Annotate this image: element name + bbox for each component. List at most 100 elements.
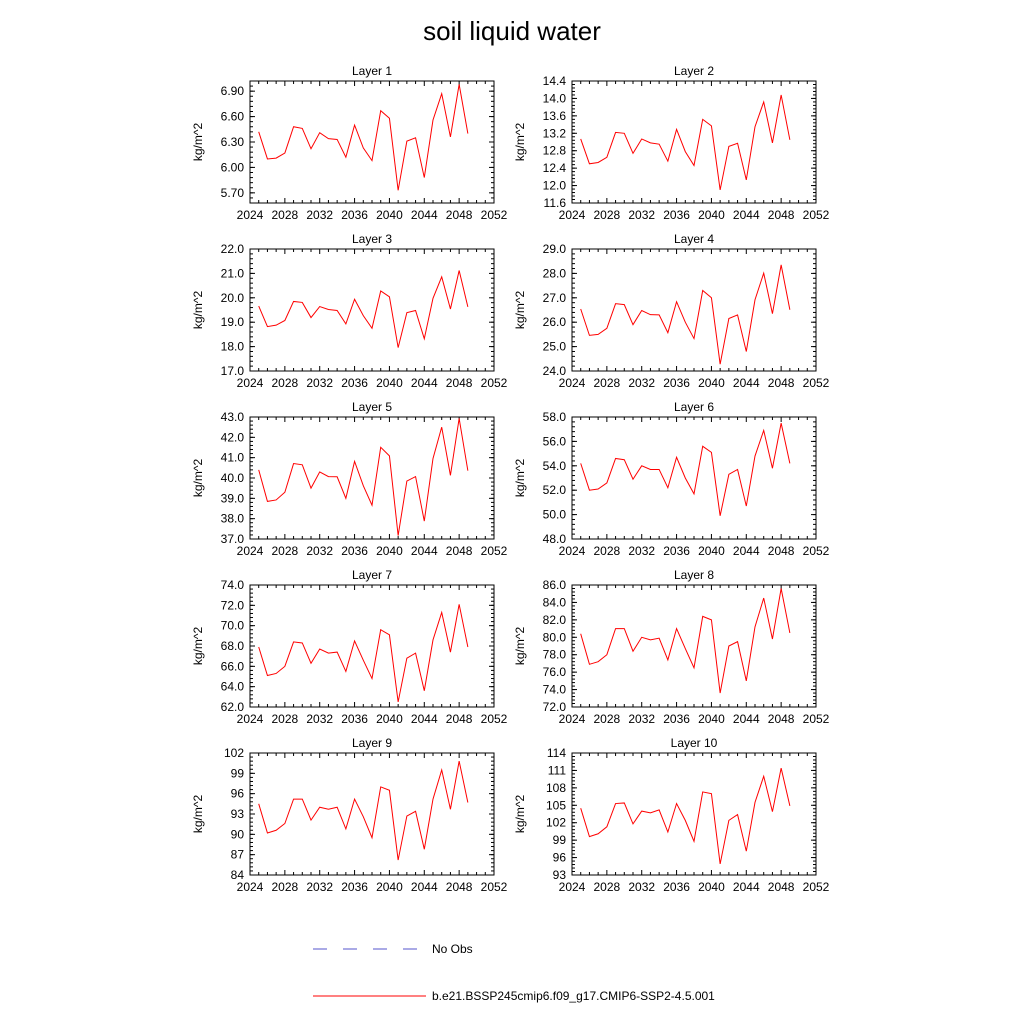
x-tick-label: 2024: [559, 712, 586, 726]
panel-layer-9: Layer 9 2024 2028 2032 2036 2040 2044 2048 2052 8…: [191, 736, 508, 894]
y-axis-label: kg/m^2: [513, 627, 527, 666]
series-line-layer-5: [258, 418, 469, 536]
x-tick-label: 2048: [446, 376, 473, 390]
x-tick-label: 2024: [559, 544, 586, 558]
y-tick-label: 93: [553, 868, 567, 882]
y-tick-label: 12.0: [543, 179, 567, 193]
series-line-layer-9: [258, 761, 469, 861]
panel-layer-3: Layer 3 2024 2028 2032 2036 2040 2044 2048 2052 1…: [191, 232, 508, 390]
x-tick-label: 2052: [481, 544, 508, 558]
x-tick-label: 2032: [306, 376, 333, 390]
y-tick-label: 62.0: [221, 700, 245, 714]
y-tick-label: 50.0: [543, 508, 567, 522]
y-tick-label: 25.0: [543, 340, 567, 354]
panel-title: Layer 1: [352, 64, 392, 78]
x-tick-label: 2032: [628, 880, 655, 894]
y-tick-label: 114: [547, 746, 566, 760]
x-tick-label: 2032: [306, 712, 333, 726]
y-axis-label: kg/m^2: [513, 291, 527, 330]
x-tick-label: 2036: [663, 880, 690, 894]
x-tick-label: 2044: [411, 208, 438, 222]
x-tick-label: 2040: [376, 712, 403, 726]
panel-title: Layer 2: [674, 64, 714, 78]
x-tick-label: 2036: [341, 880, 368, 894]
y-tick-label: 6.90: [221, 84, 245, 98]
x-tick-label: 2052: [481, 712, 508, 726]
series-line-layer-7: [258, 604, 469, 703]
y-tick-label: 14.0: [543, 91, 567, 105]
x-tick-label: 2028: [594, 376, 621, 390]
y-tick-label: 76.0: [543, 665, 567, 679]
x-tick-label: 2024: [559, 880, 586, 894]
x-tick-label: 2036: [341, 544, 368, 558]
x-tick-label: 2036: [341, 208, 368, 222]
x-tick-label: 2028: [594, 544, 621, 558]
panel-layer-8: Layer 8 2024 2028 2032 2036 2040 2044 2048 2052 7…: [513, 568, 830, 726]
panel-title: Layer 10: [671, 736, 718, 750]
x-tick-label: 2028: [272, 712, 299, 726]
x-tick-label: 2032: [306, 880, 333, 894]
x-tick-label: 2036: [663, 544, 690, 558]
x-tick-label: 2028: [272, 880, 299, 894]
y-tick-label: 99: [553, 833, 567, 847]
plot-frame: [249, 584, 495, 708]
panel-title: Layer 7: [352, 568, 392, 582]
x-tick-label: 2028: [594, 208, 621, 222]
x-tick-label: 2032: [306, 544, 333, 558]
series-line-layer-3: [258, 270, 469, 348]
x-tick-label: 2048: [768, 880, 795, 894]
series-line-layer-2: [580, 94, 791, 191]
y-tick-label: 72.0: [221, 598, 245, 612]
y-tick-label: 108: [546, 781, 566, 795]
y-axis-label: kg/m^2: [191, 123, 205, 162]
x-tick-label: 2028: [272, 544, 299, 558]
x-tick-label: 2024: [237, 208, 264, 222]
panel-layer-1: Layer 1 2024 2028 2032 2036 2040 2044 2048 2052 5…: [191, 64, 508, 222]
y-tick-label: 105: [546, 798, 566, 812]
y-tick-label: 14.4: [543, 74, 567, 88]
y-tick-label: 26.0: [543, 315, 567, 329]
panel-title: Layer 8: [674, 568, 714, 582]
y-tick-label: 72.0: [543, 700, 567, 714]
x-tick-label: 2044: [733, 376, 760, 390]
x-tick-label: 2040: [698, 376, 725, 390]
y-axis-label: kg/m^2: [191, 627, 205, 666]
panel-layer-7: Layer 7 2024 2028 2032 2036 2040 2044 2048 2052 6…: [191, 568, 508, 726]
y-tick-label: 41.0: [221, 451, 245, 465]
y-tick-label: 28.0: [543, 266, 567, 280]
x-tick-label: 2040: [376, 544, 403, 558]
y-tick-label: 96: [231, 787, 245, 801]
y-tick-label: 12.4: [543, 161, 567, 175]
x-tick-label: 2024: [559, 208, 586, 222]
panel-title: Layer 3: [352, 232, 392, 246]
y-tick-label: 18.0: [221, 340, 245, 354]
x-tick-label: 2044: [733, 544, 760, 558]
y-tick-label: 11.6: [544, 196, 567, 210]
x-tick-label: 2028: [594, 880, 621, 894]
y-tick-label: 24.0: [543, 364, 567, 378]
y-tick-label: 74.0: [543, 683, 567, 697]
y-tick-label: 37.0: [221, 532, 245, 546]
y-tick-label: 48.0: [543, 532, 567, 546]
y-tick-label: 21.0: [221, 266, 245, 280]
series-line-layer-8: [580, 588, 791, 694]
y-tick-label: 93: [231, 807, 245, 821]
y-tick-label: 5.70: [221, 186, 245, 200]
x-tick-label: 2040: [376, 376, 403, 390]
y-tick-label: 86.0: [543, 578, 567, 592]
x-tick-label: 2032: [628, 712, 655, 726]
x-tick-label: 2052: [803, 880, 830, 894]
x-tick-label: 2032: [306, 208, 333, 222]
y-axis-label: kg/m^2: [191, 459, 205, 498]
y-tick-label: 78.0: [543, 648, 567, 662]
y-axis-label: kg/m^2: [513, 459, 527, 498]
y-tick-label: 56.0: [543, 434, 567, 448]
y-tick-label: 84.0: [543, 595, 567, 609]
y-tick-label: 6.30: [221, 135, 245, 149]
y-tick-label: 40.0: [221, 471, 245, 485]
series-line-layer-1: [258, 84, 469, 191]
y-axis-label: kg/m^2: [191, 291, 205, 330]
plot-frame: [249, 416, 495, 540]
x-tick-label: 2040: [698, 208, 725, 222]
series-line-layer-4: [580, 264, 791, 365]
